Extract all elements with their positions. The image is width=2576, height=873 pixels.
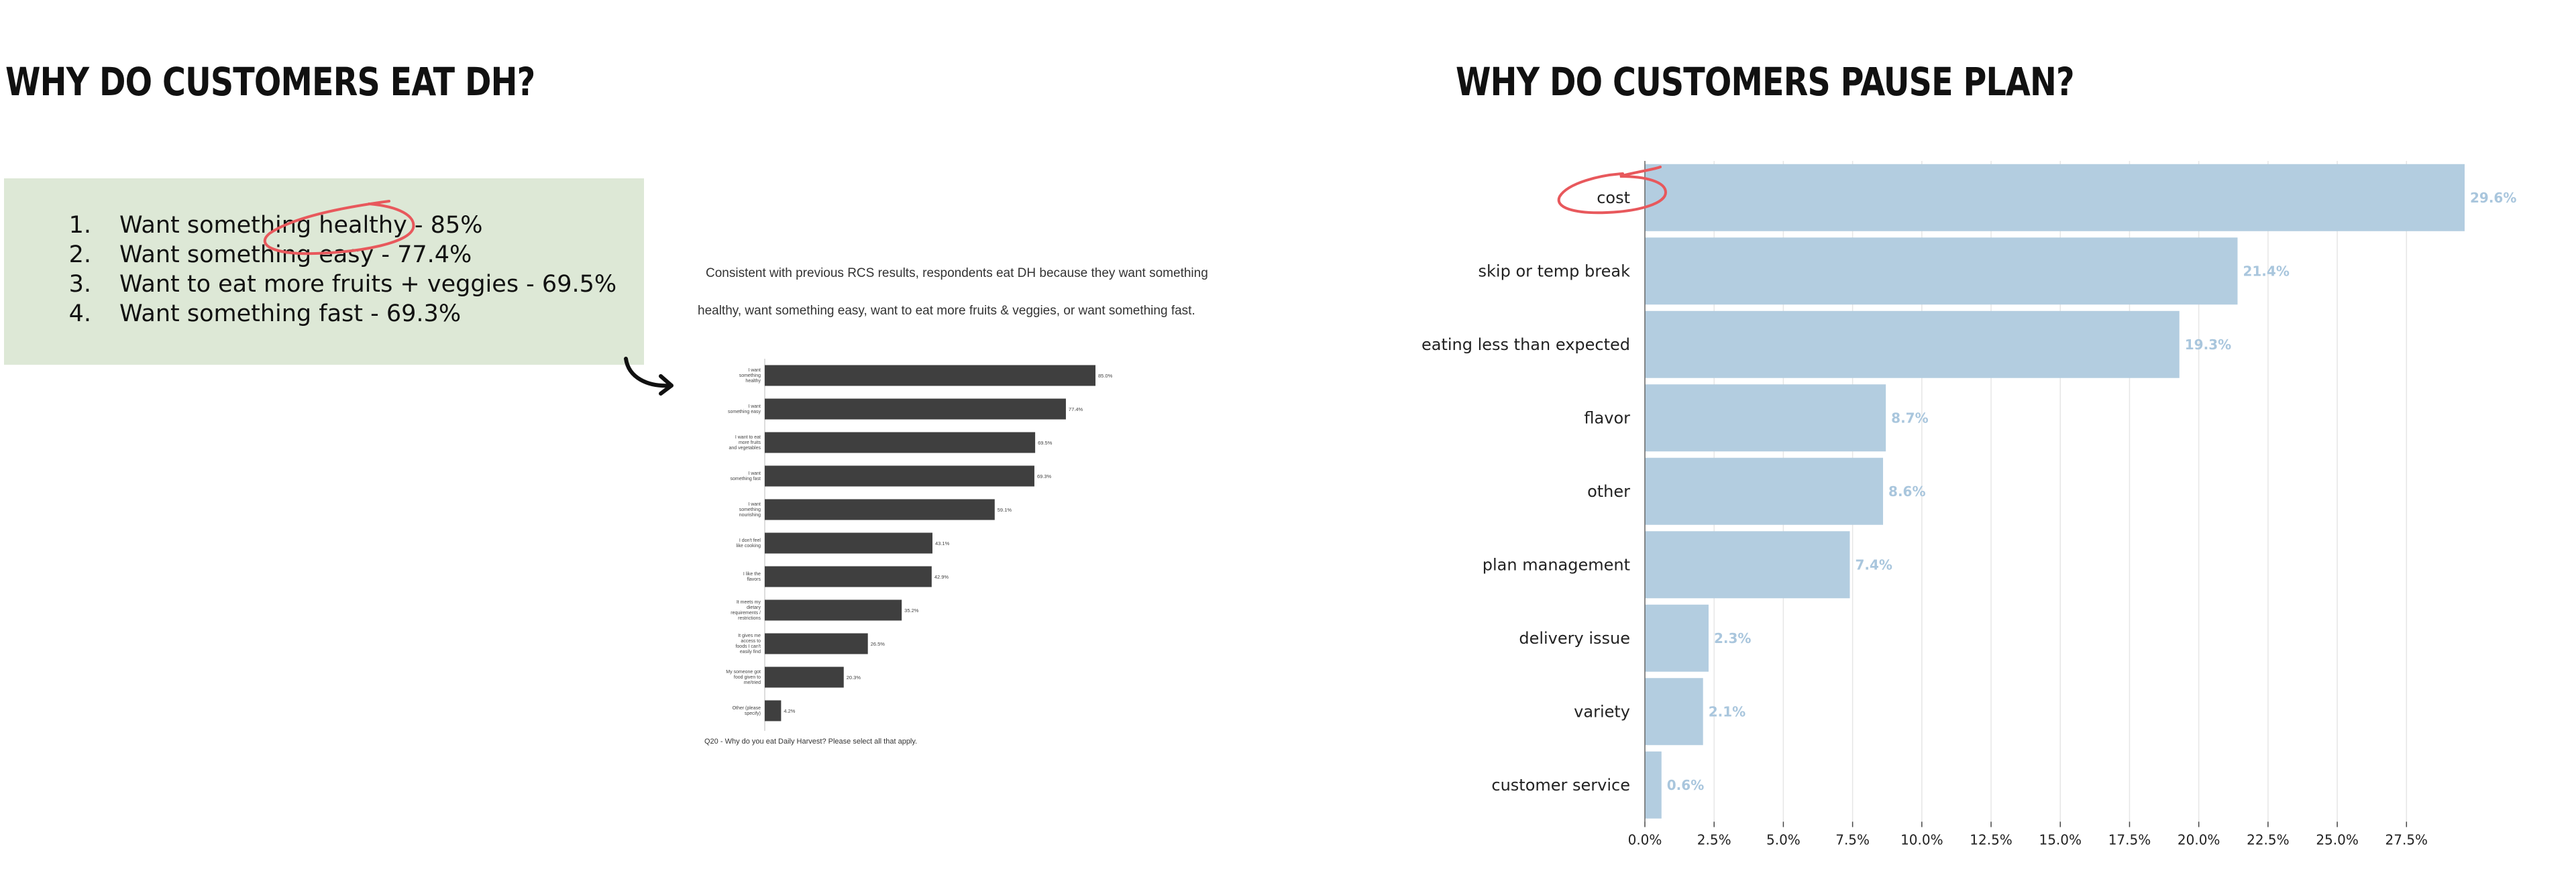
reason-number: 4. — [68, 300, 91, 327]
category-label: eating less than expected — [1421, 335, 1630, 354]
category-label: I want something healthy — [739, 368, 761, 384]
reason-text: Want something healthy - 85% — [119, 212, 483, 239]
value-label: 26.5% — [871, 641, 885, 647]
value-label: 21.4% — [2243, 263, 2289, 279]
category-label: Other (please specify) — [733, 706, 761, 716]
category-label: cost — [1597, 188, 1630, 207]
chart-footnote: Q20 - Why do you eat Daily Harvest? Plea… — [704, 738, 918, 746]
bar — [765, 700, 782, 721]
x-tick-label: 5.0% — [1766, 832, 1801, 848]
bar — [765, 566, 932, 587]
x-tick-label: 12.5% — [1970, 832, 2012, 848]
x-tick-label: 7.5% — [1835, 832, 1870, 848]
value-label: 2.1% — [1709, 703, 1746, 719]
summary-line-1: Consistent with previous RCS results, re… — [706, 266, 1208, 280]
bar — [1645, 604, 1709, 672]
reason-item: 3. Want to eat more fruits + veggies - 69… — [4, 271, 617, 300]
bar — [1645, 457, 1884, 525]
x-tick-label: 22.5% — [2247, 832, 2290, 848]
curved-arrow-icon — [624, 357, 674, 396]
value-label: 59.1% — [998, 507, 1012, 513]
value-label: 19.3% — [2185, 337, 2231, 353]
value-label: 43.1% — [935, 540, 950, 546]
value-label: 69.3% — [1037, 473, 1052, 479]
value-label: 85.0% — [1098, 373, 1113, 379]
value-label: 8.6% — [1888, 483, 1925, 500]
reason-text: Want something easy - 77.4% — [119, 241, 472, 268]
category-label: It meets my dietary requirements / restrict… — [731, 600, 761, 621]
bar — [1645, 384, 1886, 452]
category-label: other — [1587, 482, 1630, 501]
value-label: 29.6% — [2470, 190, 2516, 206]
category-label: My someone got food given to me/tried — [726, 670, 761, 685]
x-tick-label: 27.5% — [2385, 832, 2428, 848]
value-label: 4.2% — [784, 708, 795, 714]
category-label: flavor — [1584, 408, 1630, 427]
bar — [1645, 531, 1850, 599]
category-label: I want something easy — [728, 404, 761, 414]
value-label: 42.9% — [934, 574, 949, 580]
category-label: I like the flavors — [743, 572, 761, 582]
category-label: skip or temp break — [1479, 261, 1631, 280]
value-label: 20.3% — [847, 675, 861, 681]
reason-text: Want something fast - 69.3% — [119, 300, 462, 327]
bar — [1645, 237, 2238, 305]
value-label: 35.2% — [904, 607, 919, 614]
reason-item: 4. Want something fast - 69.3% — [4, 300, 616, 330]
summary-line-2: healthy, want something easy, want to ea… — [698, 304, 1195, 318]
category-label: I want something nourishing — [739, 502, 761, 518]
category-label: I want to eat more fruits and vegetables — [729, 435, 761, 451]
x-tick-label: 25.0% — [2316, 832, 2359, 848]
bar — [765, 365, 1095, 386]
bar — [1645, 678, 1703, 746]
x-tick-label: 0.0% — [1628, 832, 1662, 848]
reason-text: Want to eat more fruits + veggies - 69.5… — [119, 271, 617, 298]
reason-number: 2. — [68, 241, 91, 268]
bar — [765, 532, 932, 554]
bar — [765, 398, 1066, 420]
healthy-circle-annotation — [263, 200, 415, 255]
x-tick-label: 2.5% — [1697, 832, 1731, 848]
reason-item: 1. Want something healthy - 85% — [4, 212, 616, 241]
bar — [1645, 751, 1662, 819]
value-label: 2.3% — [1714, 630, 1751, 646]
category-label: delivery issue — [1519, 629, 1630, 648]
reason-number: 3. — [68, 271, 91, 298]
x-tick-label: 10.0% — [1900, 832, 1943, 848]
category-label: customer service — [1491, 776, 1630, 795]
value-label: 69.5% — [1038, 440, 1053, 446]
category-label: It gives me access to foods I can't easily … — [735, 634, 761, 654]
cost-circle-annotation — [1557, 166, 1668, 215]
category-label: variety — [1574, 702, 1630, 721]
left-title: WHY DO CUSTOMERS EAT DH? — [5, 59, 535, 105]
category-label: plan management — [1483, 555, 1630, 574]
bar — [765, 599, 902, 621]
reasons-list: 1. Want something healthy - 85% 2. Want som… — [4, 212, 617, 330]
value-label: 7.4% — [1856, 557, 1892, 573]
reason-item: 2. Want something easy - 77.4% — [4, 241, 616, 271]
bar — [765, 432, 1036, 453]
pause-reasons-chart: cost 29.6% skip or temp break 21.4% eating l… — [1421, 161, 2516, 848]
x-tick-label: 17.5% — [2108, 832, 2151, 848]
bar — [765, 633, 868, 654]
value-label: 0.6% — [1667, 777, 1704, 793]
key-reasons-box: 1. Want something healthy - 85% 2. Want som… — [4, 178, 644, 365]
eat-reasons-chart: I want something healthy 85.0% I want somethi… — [726, 359, 1113, 731]
value-label: 8.7% — [1891, 410, 1928, 426]
bar — [765, 465, 1034, 487]
reason-number: 1. — [68, 212, 91, 239]
bar — [1645, 310, 2180, 378]
x-tick-label: 15.0% — [2039, 832, 2082, 848]
bar — [1645, 164, 2465, 231]
right-title: WHY DO CUSTOMERS PAUSE PLAN? — [1456, 59, 2075, 105]
x-tick-label: 20.0% — [2178, 832, 2220, 848]
bar — [765, 666, 844, 688]
category-label: I don't feel like cooking — [736, 538, 761, 548]
category-label: I want something fast — [730, 471, 761, 481]
bar — [765, 499, 995, 520]
value-label: 77.4% — [1069, 406, 1083, 412]
